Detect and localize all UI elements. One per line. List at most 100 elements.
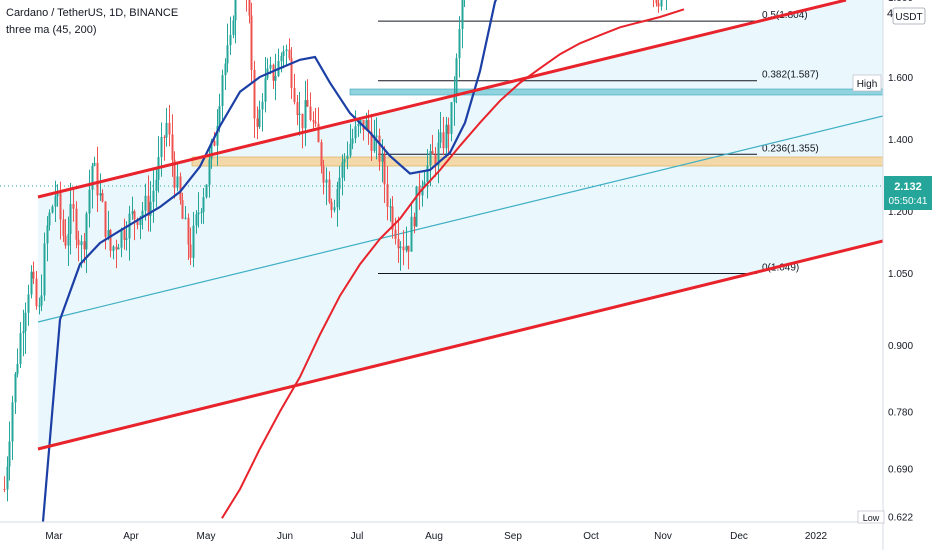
candle-body bbox=[131, 211, 134, 214]
currency-badge[interactable]: USDT bbox=[895, 12, 922, 23]
candle-body bbox=[293, 88, 296, 103]
candle-body bbox=[301, 113, 304, 129]
candle-body bbox=[155, 179, 158, 191]
candle-body bbox=[136, 219, 139, 225]
candle-body bbox=[328, 179, 331, 202]
candle-body bbox=[349, 143, 352, 156]
candle-body bbox=[19, 333, 22, 364]
fib-level-label: 0.236(1.355) bbox=[762, 143, 819, 154]
candle-body bbox=[147, 195, 150, 216]
candle-body bbox=[46, 225, 49, 244]
candle-body bbox=[213, 141, 216, 146]
candle-body bbox=[56, 191, 59, 197]
candle-body bbox=[160, 136, 163, 157]
candle-body bbox=[383, 154, 386, 185]
candle-body bbox=[64, 235, 67, 246]
candle-body bbox=[205, 184, 208, 198]
y-tick-label: 0.780 bbox=[888, 407, 913, 418]
y-tick-label: 1.200 bbox=[888, 207, 913, 218]
candle-body bbox=[117, 247, 120, 250]
candle-body bbox=[173, 159, 176, 188]
candle-body bbox=[51, 206, 54, 213]
x-tick-label: Apr bbox=[123, 531, 139, 542]
candle-body bbox=[139, 216, 142, 225]
candle-body bbox=[455, 58, 458, 96]
y-tick-label: 1.050 bbox=[888, 269, 913, 280]
candle-body bbox=[386, 184, 389, 207]
candle-body bbox=[431, 151, 434, 155]
candle-body bbox=[163, 136, 166, 138]
candle-body bbox=[54, 196, 57, 207]
x-tick-label: Mar bbox=[45, 531, 63, 542]
candle-body bbox=[447, 124, 450, 134]
candle-body bbox=[11, 402, 14, 442]
candle-body bbox=[253, 69, 256, 119]
y-top-tick: 4 bbox=[887, 8, 893, 20]
candle-body bbox=[423, 182, 426, 187]
candle-body bbox=[133, 211, 136, 220]
candle-body bbox=[16, 363, 19, 374]
candle-body bbox=[458, 28, 461, 59]
high-label: High bbox=[857, 79, 878, 90]
x-tick-label: May bbox=[197, 531, 216, 542]
low-label: Low bbox=[863, 513, 880, 523]
candle-body bbox=[176, 176, 179, 188]
candle-body bbox=[320, 142, 323, 166]
x-tick-label: Nov bbox=[654, 531, 672, 542]
x-tick-label: Aug bbox=[425, 531, 443, 542]
candle-body bbox=[187, 217, 190, 245]
candle-body bbox=[120, 229, 123, 248]
candle-body bbox=[69, 203, 72, 234]
candle-body bbox=[208, 159, 211, 185]
candle-body bbox=[221, 75, 224, 107]
candle-body bbox=[272, 64, 275, 81]
candle-body bbox=[274, 75, 277, 81]
candle-body bbox=[346, 155, 349, 159]
candle-body bbox=[317, 123, 320, 143]
candle-body bbox=[389, 206, 392, 208]
candle-body bbox=[93, 162, 96, 166]
candle-body bbox=[269, 64, 272, 69]
candle-body bbox=[437, 142, 440, 165]
candle-body bbox=[405, 245, 408, 251]
candle-body bbox=[184, 217, 187, 219]
candle-body bbox=[35, 278, 38, 307]
candle-body bbox=[24, 312, 27, 332]
candle-body bbox=[660, 0, 663, 7]
candle-body bbox=[375, 135, 378, 138]
candle-body bbox=[439, 132, 442, 143]
candle-body bbox=[218, 106, 221, 126]
candle-body bbox=[67, 233, 70, 246]
candle-body bbox=[450, 102, 453, 134]
candle-body bbox=[43, 243, 46, 296]
candle-body bbox=[258, 109, 261, 127]
currency-badge-box[interactable] bbox=[892, 7, 926, 25]
candle-body bbox=[101, 193, 104, 202]
candle-body bbox=[192, 225, 195, 258]
candle-body bbox=[365, 120, 368, 130]
candle-body bbox=[421, 186, 424, 196]
candle-body bbox=[338, 177, 341, 189]
candle-body bbox=[304, 100, 307, 129]
candle-body bbox=[442, 132, 445, 149]
candle-body bbox=[282, 51, 285, 57]
last-price-badge bbox=[884, 176, 932, 210]
candle-body bbox=[125, 238, 128, 240]
candle-body bbox=[88, 189, 91, 214]
candle-body bbox=[197, 212, 200, 215]
candle-body bbox=[322, 165, 325, 183]
y-tick-label: 1.900 bbox=[888, 0, 913, 4]
fib-level-label: 0.382(1.587) bbox=[762, 70, 819, 81]
candle-body bbox=[312, 119, 315, 122]
candle-body bbox=[141, 210, 144, 217]
candle-body bbox=[149, 201, 152, 216]
candle-body bbox=[234, 0, 237, 21]
candle-body bbox=[171, 134, 174, 160]
candle-body bbox=[426, 165, 429, 183]
candle-body bbox=[397, 238, 400, 249]
candle-body bbox=[75, 208, 78, 240]
candle-body bbox=[14, 373, 17, 403]
candle-body bbox=[399, 246, 402, 249]
channel-fill bbox=[38, 0, 883, 449]
